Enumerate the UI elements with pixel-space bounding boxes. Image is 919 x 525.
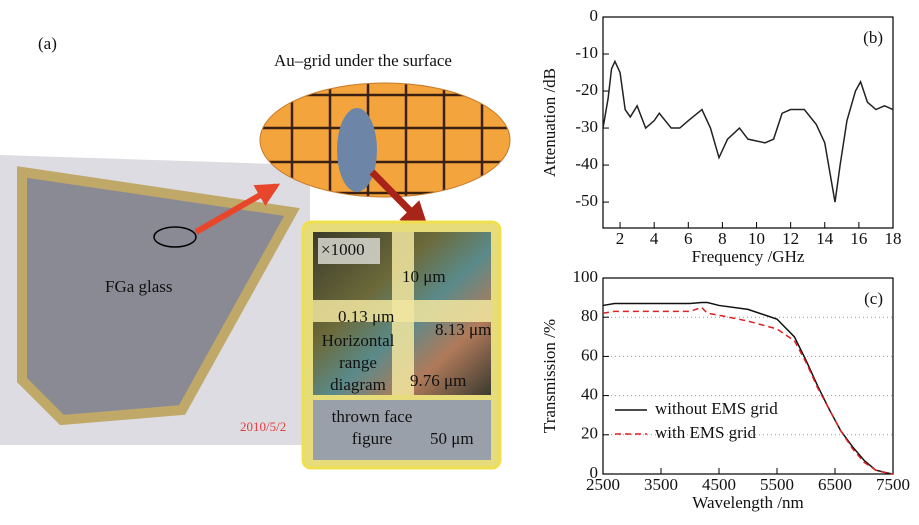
scale-bar: 50 μm [430, 429, 474, 448]
y-tick-label: 40 [581, 385, 598, 404]
x-tick-label: 4 [650, 229, 659, 248]
glass-label: FGa glass [105, 277, 173, 296]
y-tick-label: 20 [581, 424, 598, 443]
panel-label: (b) [863, 28, 883, 47]
x-tick-label: 5500 [760, 475, 794, 494]
legend-label: without EMS grid [655, 399, 778, 418]
x-tick-label: 6 [684, 229, 693, 248]
dimension: 9.76 μm [410, 371, 466, 390]
y-tick-label: -20 [575, 80, 598, 99]
range-text: Horizontal [322, 331, 395, 350]
x-tick-label: 7500 [876, 475, 910, 494]
panel-label: (c) [864, 289, 883, 308]
x-tick-label: 12 [782, 229, 799, 248]
x-tick-label: 2500 [586, 475, 620, 494]
dimension: 0.13 μm [338, 307, 394, 326]
x-tick-label: 18 [885, 229, 902, 248]
x-tick-label: 3500 [644, 475, 678, 494]
x-axis-label: Frequency /GHz [692, 247, 805, 266]
x-tick-label: 14 [816, 229, 834, 248]
x-tick-label: 10 [748, 229, 765, 248]
y-tick-label: -30 [575, 117, 598, 136]
panel-label: (a) [38, 34, 57, 53]
photo-panel: (a) Au–grid under the surface FGa glass … [0, 34, 515, 468]
magnification: ×1000 [321, 240, 365, 259]
x-tick-label: 4500 [702, 475, 736, 494]
y-axis-label: Attenuation /dB [540, 68, 559, 177]
range-text: range [339, 353, 377, 372]
dimension: 10 μm [402, 267, 446, 286]
y-tick-label: 80 [581, 306, 598, 325]
range-text: diagram [330, 375, 386, 394]
figure: (a) Au–grid under the surface FGa glass … [0, 0, 919, 525]
dimension: 8.13 μm [435, 320, 491, 339]
y-tick-label: 0 [590, 6, 599, 25]
x-axis-label: Wavelength /nm [692, 493, 803, 512]
plot-frame [603, 278, 893, 474]
plot-frame [603, 17, 893, 228]
data-line [603, 307, 893, 474]
y-tick-label: -40 [575, 154, 598, 173]
y-tick-label: 100 [573, 267, 599, 286]
legend-label: with EMS grid [655, 423, 757, 442]
x-tick-label: 2 [616, 229, 625, 248]
face-text: figure [352, 429, 393, 448]
x-tick-label: 8 [718, 229, 727, 248]
y-tick-label: -10 [575, 43, 598, 62]
x-tick-label: 16 [850, 229, 867, 248]
timestamp: 2010/5/2 [240, 419, 286, 434]
chart: 0 -10 -20 -30 -40 -50 2 4 6 8 10 12 14 16 18 (b) Frequen… [540, 6, 902, 266]
x-tick-label: 6500 [818, 475, 852, 494]
y-tick-label: -50 [575, 191, 598, 210]
data-line [603, 303, 893, 475]
y-axis-label: Transmission /% [540, 319, 559, 433]
y-tick-label: 60 [581, 345, 598, 364]
data-line [603, 61, 893, 202]
face-text: thrown face [332, 407, 413, 426]
callout-title: Au–grid under the surface [274, 51, 452, 70]
